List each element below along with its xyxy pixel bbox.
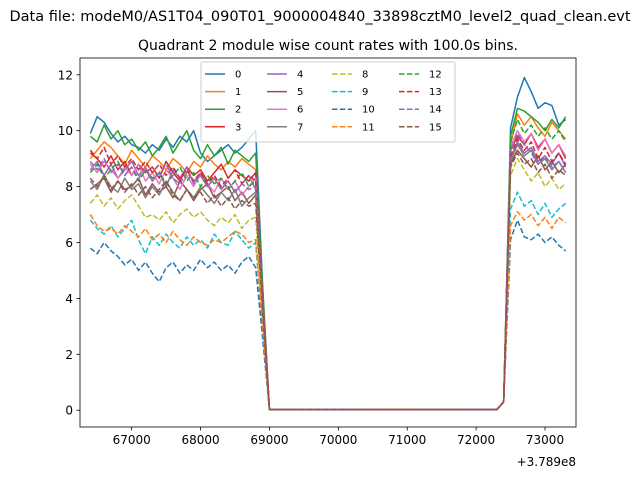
- legend-label-12: 12: [429, 70, 442, 81]
- legend-label-4: 4: [297, 70, 303, 81]
- series-line-14: [89, 132, 567, 411]
- legend-label-1: 1: [235, 87, 241, 98]
- series-line-8: [89, 157, 567, 411]
- legend-label-13: 13: [429, 87, 442, 98]
- y-tick-label: 4: [65, 292, 73, 306]
- chart-title: Quadrant 2 module wise count rates with …: [138, 38, 518, 54]
- x-tick-label: 67000: [113, 433, 151, 447]
- y-tick-label: 12: [58, 68, 73, 82]
- y-tick-label: 10: [58, 124, 73, 138]
- series-line-12: [89, 118, 567, 411]
- x-tick-label: 69000: [250, 433, 288, 447]
- legend-label-6: 6: [297, 105, 303, 116]
- y-tick-label: 2: [65, 348, 73, 362]
- legend-label-3: 3: [235, 122, 241, 133]
- x-tick-label: 72000: [457, 433, 495, 447]
- series-line-10: [89, 219, 567, 411]
- x-tick-label: 73000: [526, 433, 564, 447]
- legend-label-9: 9: [362, 87, 368, 98]
- ticks-layer: 67000 68000 69000 70000 71000 72000 73000 0 2 4 6 8…: [58, 68, 564, 447]
- x-tick-label: 68000: [181, 433, 219, 447]
- legend-label-11: 11: [362, 122, 375, 133]
- legend-label-15: 15: [429, 122, 442, 133]
- x-tick-label: 70000: [319, 433, 357, 447]
- series-layer: [89, 76, 567, 411]
- y-tick-label: 8: [65, 180, 73, 194]
- figure-suptitle: Data file: modeM0/AS1T04_090T01_90000048…: [9, 9, 630, 25]
- legend-label-10: 10: [362, 105, 375, 116]
- series-line-1: [89, 113, 567, 411]
- series-line-2: [89, 107, 567, 411]
- x-tick-label: 71000: [388, 433, 426, 447]
- legend-label-7: 7: [297, 122, 303, 133]
- y-tick-label: 0: [65, 404, 73, 418]
- x-offset-label: +3.789e8: [517, 455, 576, 469]
- series-line-9: [89, 191, 567, 411]
- legend-label-2: 2: [235, 105, 241, 116]
- series-line-3: [89, 132, 567, 411]
- y-tick-label: 6: [65, 236, 73, 250]
- legend-label-0: 0: [235, 70, 241, 81]
- legend-label-14: 14: [429, 105, 442, 116]
- legend-frame: [200, 61, 456, 143]
- legend-label-8: 8: [362, 70, 368, 81]
- legend-label-5: 5: [297, 87, 303, 98]
